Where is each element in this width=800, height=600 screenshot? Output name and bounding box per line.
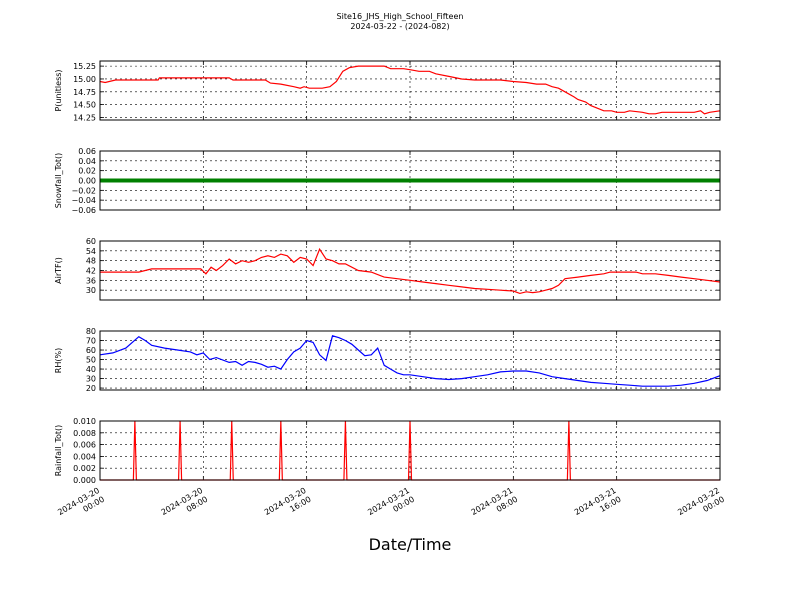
y-axis-label: Snowfall_Tot() [54,153,63,209]
y-tick-label: 80 [86,327,96,336]
y-axis-label: Rainfall_Tot() [54,425,63,477]
y-tick-label: 0.000 [73,476,96,485]
y-axis-label: RH(%) [54,348,63,373]
y-tick-label: 50 [86,356,96,365]
y-tick-label: 0.06 [78,147,96,156]
y-tick-label: −0.02 [71,186,96,195]
y-tick-label: 48 [86,257,96,266]
y-tick-label: 30 [86,375,96,384]
y-tick-label: 0.006 [73,441,96,450]
series-line [99,65,721,115]
y-tick-label: −0.06 [71,206,96,215]
axes-frame [99,60,721,121]
chart-panel-2: 0.060.040.020.00−0.02−0.04−0.06 Snowfall_… [54,147,721,215]
y-tick-label: 70 [86,337,96,346]
x-tick-labels: 2024-03-2000:00 2024-03-2008:00 2024-03-20… [56,486,726,526]
y-tick-label: 40 [86,365,96,374]
x-tick-label: 2024-03-2100:00 [366,486,416,526]
series-line [100,247,721,295]
y-tick-label: 30 [86,286,96,295]
y-tick-label: 0.00 [78,177,96,186]
y-axis-label: AirTF() [54,257,63,284]
y-tick-label: 20 [86,384,96,393]
y-tick-label: 0.04 [78,157,96,166]
y-tick-label: 36 [86,276,96,285]
figure-title-line2: 2024-03-22 - (2024-082) [350,22,449,31]
axes-frame [99,420,721,481]
axes-frame [99,150,721,211]
y-tick-label: 0.008 [73,429,96,438]
axes-frame [99,330,721,391]
series-line [99,335,721,387]
y-tick-label: 54 [86,247,96,256]
chart-panel-1: 15.25 15.00 14.75 14.50 14.25 P(unitless) [54,60,721,122]
y-tick-label: 42 [86,267,96,276]
y-tick-label: 60 [86,237,96,246]
y-tick-label: 15.00 [73,75,96,84]
chart-panel-5: 0.010 0.008 0.006 0.004 0.002 0.000 Rainfall_T… [54,417,721,485]
figure-title-line1: Site16_JHS_High_School_Fifteen [337,12,464,21]
x-tick-label: 2024-03-2008:00 [160,486,210,526]
axes-frame [99,240,721,301]
y-tick-label: 0.02 [78,167,96,176]
y-tick-label: 0.004 [73,452,96,461]
y-axis-label: P(unitless) [54,69,63,111]
y-tick-label: 0.010 [73,417,96,426]
y-tick-label: 0.002 [73,464,96,473]
x-tick-label: 2024-03-2000:00 [56,486,106,526]
x-tick-label: 2024-03-2016:00 [263,486,313,526]
y-tick-label: 60 [86,346,96,355]
x-axis-label: Date/Time [369,535,452,554]
x-tick-label: 2024-03-2200:00 [676,486,726,526]
x-tick-label: 2024-03-2116:00 [573,486,623,526]
y-tick-label: −0.04 [71,196,96,205]
y-tick-label: 14.75 [73,88,96,97]
y-tick-label: 14.50 [73,101,96,110]
panels: 15.25 15.00 14.75 14.50 14.25 P(unitless) 0.06… [54,60,721,485]
y-tick-label: 15.25 [73,62,96,71]
y-tick-label: 14.25 [73,113,96,122]
x-tick-label: 2024-03-2108:00 [470,486,520,526]
